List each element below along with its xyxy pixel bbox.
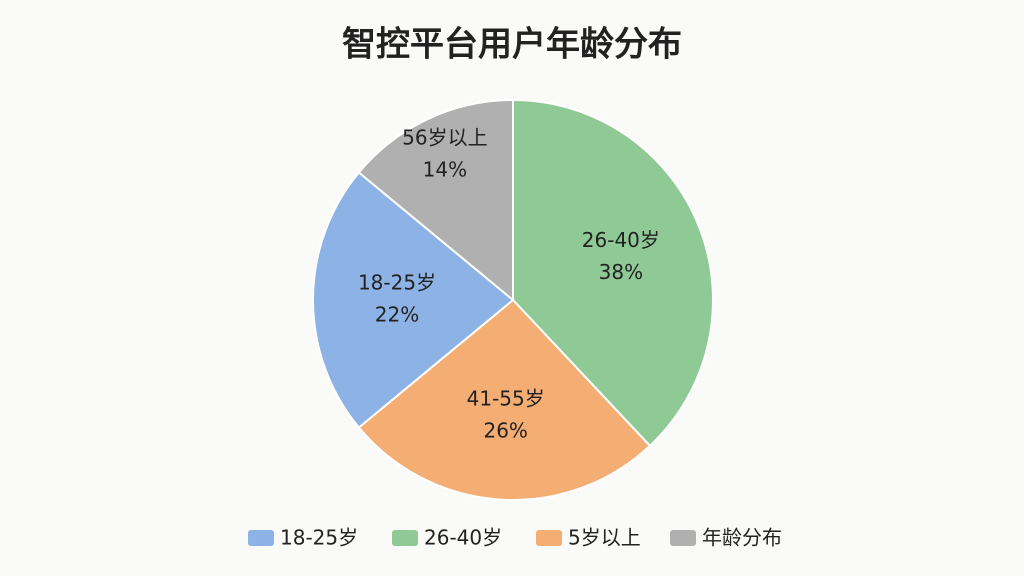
legend-text: 5岁以上 — [568, 526, 641, 550]
chart-title: 智控平台用户年龄分布 — [342, 25, 682, 65]
pie-slice — [311, 171, 515, 429]
legend-swatch — [536, 530, 562, 546]
slice-value-label: 38% — [599, 260, 643, 284]
slice-value-label: 22% — [375, 303, 419, 327]
pie-slice — [357, 98, 514, 303]
slice-label: 26-40岁 — [582, 228, 660, 252]
slice-value-label: 26% — [483, 418, 527, 442]
slice-label: 18-25岁 — [358, 271, 436, 295]
pie-slice — [357, 298, 652, 501]
legend-text: 18-25岁 — [280, 526, 358, 550]
legend-swatch — [670, 530, 696, 546]
legend-text: 年龄分布 — [702, 526, 782, 550]
slice-value-label: 14% — [423, 158, 467, 182]
legend-swatch — [248, 530, 274, 546]
legend-text: 26-40岁 — [424, 526, 502, 550]
slice-label: 41-55岁 — [467, 386, 545, 410]
pie-slice — [512, 98, 714, 448]
legend-swatch — [392, 530, 418, 546]
slice-label: 56岁以上 — [402, 126, 487, 150]
